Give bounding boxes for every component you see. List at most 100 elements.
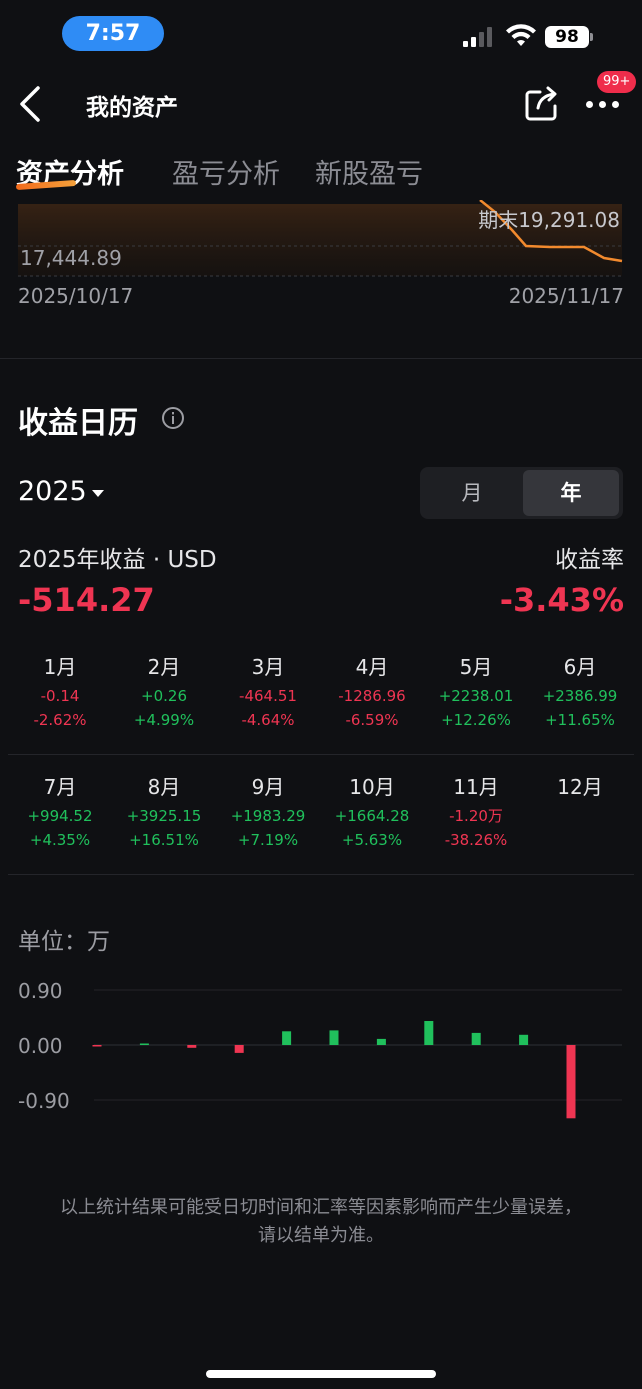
month-cell[interactable]: 11月 -1.20万 -38.26% (424, 770, 528, 852)
month-cell[interactable]: 8月 +3925.15 +16.51% (112, 770, 216, 852)
month-pct: +5.63% (341, 831, 403, 849)
return-rate-value: -3.43% (499, 581, 624, 619)
month-name: 7月 (43, 775, 77, 799)
battery-icon: 98 (545, 26, 589, 48)
month-name: 12月 (557, 775, 603, 799)
nav-bar: 我的资产 (0, 70, 642, 140)
year-selector[interactable]: 2025 (18, 476, 87, 507)
asset-start-value: 17,444.89 (20, 246, 122, 270)
bar (566, 1045, 576, 1119)
notification-badge: 99+ (597, 71, 637, 93)
more-dots-icon (586, 101, 620, 109)
disclaimer-line: 请以结单为准。 (258, 1225, 384, 1246)
month-name: 2月 (147, 655, 181, 679)
month-pct: +4.99% (133, 711, 195, 729)
bar (424, 1021, 434, 1045)
asset-trend-chart[interactable]: 期末19,291.08 17,444.89 2025/10/17 2025/11… (0, 200, 642, 320)
battery-cap (590, 33, 593, 41)
monthly-pnl-bar-chart: 0.90 0.00 -0.90 (18, 979, 622, 1119)
month-name: 4月 (355, 655, 389, 679)
annual-pnl-value: -514.27 (18, 581, 155, 619)
month-cell[interactable]: 7月 +994.52 +4.35% (8, 770, 112, 852)
bar (92, 1045, 102, 1047)
y-tick-label: -0.90 (18, 1089, 70, 1113)
month-name: 11月 (453, 775, 499, 799)
month-cell[interactable]: 5月 +2238.01 +12.26% (424, 650, 528, 732)
month-cell[interactable]: 2月 +0.26 +4.99% (112, 650, 216, 732)
row-divider (8, 754, 634, 755)
asset-trend-line (479, 200, 623, 263)
asset-trend-plot (18, 200, 623, 277)
month-pct: +4.35% (29, 831, 91, 849)
month-cell[interactable]: 4月 -1286.96 -6.59% (320, 650, 424, 732)
bar (471, 1032, 481, 1045)
row-divider (8, 874, 634, 875)
page-title: 我的资产 (86, 95, 178, 121)
month-pnl: -1286.96 (338, 687, 406, 705)
toggle-month[interactable]: 月 (461, 481, 483, 505)
disclaimer: 以上统计结果可能受日切时间和汇率等因素影响而产生少量误差， 请以结单为准。 (0, 1194, 642, 1250)
month-pnl: -0.14 (40, 687, 80, 705)
month-name: 8月 (147, 775, 181, 799)
asset-end-date: 2025/11/17 (508, 284, 624, 308)
month-cell[interactable]: 9月 +1983.29 +7.19% (216, 770, 320, 852)
month-pnl: -464.51 (239, 687, 297, 705)
bar-group (92, 1021, 576, 1119)
month-pct: -2.62% (33, 711, 87, 729)
month-name: 5月 (459, 655, 493, 679)
disclaimer-line: 以上统计结果可能受日切时间和汇率等因素影响而产生少量误差， (60, 1197, 582, 1218)
status-time: 7:57 (62, 16, 164, 51)
info-icon[interactable] (161, 406, 185, 430)
month-pnl: +1664.28 (334, 807, 410, 825)
bar (329, 1030, 339, 1045)
asset-start-date: 2025/10/17 (18, 284, 134, 308)
y-tick-label: 0.00 (18, 1034, 63, 1058)
month-pct: +12.26% (441, 711, 511, 729)
bar (519, 1034, 529, 1045)
month-pct: +16.51% (129, 831, 199, 849)
month-cell[interactable]: 12月 (528, 770, 632, 804)
month-name: 10月 (349, 775, 395, 799)
month-name: 6月 (563, 655, 597, 679)
bar (376, 1038, 386, 1045)
month-pnl: +2238.01 (438, 687, 514, 705)
bar (282, 1031, 292, 1045)
back-button[interactable] (14, 82, 50, 126)
wifi-icon (506, 24, 536, 46)
month-cell[interactable]: 3月 -464.51 -4.64% (216, 650, 320, 732)
month-cell[interactable]: 10月 +1664.28 +5.63% (320, 770, 424, 852)
return-rate-label: 收益率 (555, 547, 624, 573)
month-pnl: +1983.29 (230, 807, 306, 825)
share-button[interactable] (522, 84, 562, 124)
more-button[interactable] (584, 84, 624, 124)
status-bar: 7:57 98 (0, 0, 642, 70)
month-pnl: +994.52 (27, 807, 93, 825)
month-name: 9月 (251, 775, 285, 799)
month-pct: +11.65% (545, 711, 615, 729)
bar (187, 1045, 197, 1048)
toggle-year[interactable]: 年 (523, 470, 619, 516)
section-divider (0, 358, 642, 359)
month-name: 3月 (251, 655, 285, 679)
month-pnl: -1.20万 (449, 807, 503, 825)
bar (234, 1045, 244, 1053)
month-pnl: +2386.99 (542, 687, 618, 705)
month-cell[interactable]: 1月 -0.14 -2.62% (8, 650, 112, 732)
month-pct: -6.59% (345, 711, 399, 729)
bar (139, 1043, 149, 1045)
month-name: 1月 (43, 655, 77, 679)
month-pct: -38.26% (444, 831, 508, 849)
month-pnl: +3925.15 (126, 807, 202, 825)
tab-ipo-pnl[interactable]: 新股盈亏 (315, 159, 423, 190)
analysis-tabs: 资产分析 盈亏分析 新股盈亏 (0, 148, 642, 198)
month-pnl: +0.26 (141, 687, 187, 705)
month-cell[interactable]: 6月 +2386.99 +11.65% (528, 650, 632, 732)
caret-down-icon[interactable] (92, 490, 104, 497)
period-toggle: 月 年 (420, 467, 623, 519)
unit-label: 单位：万 (18, 929, 110, 955)
tab-pnl-analysis[interactable]: 盈亏分析 (172, 159, 280, 190)
asset-end-value: 期末19,291.08 (478, 208, 620, 232)
home-indicator (206, 1370, 436, 1378)
month-pct: +7.19% (237, 831, 299, 849)
cellular-signal-icon (463, 27, 495, 47)
